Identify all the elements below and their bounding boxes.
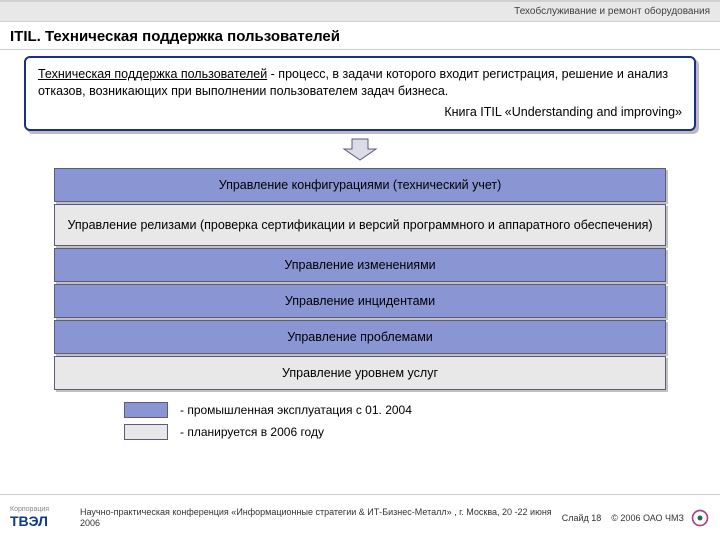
legend-text: - промышленная эксплуатация с 01. 2004 bbox=[180, 403, 412, 417]
header-category-band: Техобслуживание и ремонт оборудования bbox=[0, 0, 720, 22]
content-area: Техническая поддержка пользователей - пр… bbox=[0, 50, 720, 440]
footer-logo-small: Корпорация bbox=[10, 506, 70, 513]
process-bar: Управление инцидентами bbox=[54, 284, 666, 318]
legend-row: - планируется в 2006 году bbox=[124, 424, 666, 440]
header-category-text: Техобслуживание и ремонт оборудования bbox=[514, 6, 710, 17]
slide-title: ITIL. Техническая поддержка пользователе… bbox=[0, 22, 720, 50]
definition-book: Книга ITIL «Understanding and improving» bbox=[38, 104, 682, 121]
legend-swatch bbox=[124, 402, 168, 418]
legend: - промышленная эксплуатация с 01. 2004 - … bbox=[124, 402, 666, 440]
process-bar: Управление релизами (проверка сертификац… bbox=[54, 204, 666, 246]
footer-slide-number: Слайд 18 bbox=[562, 513, 602, 523]
footer-eye-icon bbox=[690, 508, 710, 528]
process-stack: Управление конфигурациями (технический у… bbox=[54, 168, 666, 390]
footer-conference: Научно-практическая конференция «Информа… bbox=[80, 507, 552, 529]
definition-box: Техническая поддержка пользователей - пр… bbox=[24, 56, 696, 131]
process-bar: Управление конфигурациями (технический у… bbox=[54, 168, 666, 202]
footer-copyright: © 2006 ОАО ЧМЗ bbox=[611, 513, 684, 523]
footer-logo: Корпорация ТВЭЛ bbox=[10, 506, 70, 529]
process-bar: Управление изменениями bbox=[54, 248, 666, 282]
footer: Корпорация ТВЭЛ Научно-практическая конф… bbox=[0, 494, 720, 540]
legend-text: - планируется в 2006 году bbox=[180, 425, 324, 439]
legend-row: - промышленная эксплуатация с 01. 2004 bbox=[124, 402, 666, 418]
definition-term: Техническая поддержка пользователей bbox=[38, 67, 267, 81]
process-bar: Управление проблемами bbox=[54, 320, 666, 354]
footer-logo-text: ТВЭЛ bbox=[10, 513, 48, 529]
down-arrow-icon bbox=[342, 137, 378, 161]
legend-swatch bbox=[124, 424, 168, 440]
process-bar: Управление уровнем услуг bbox=[54, 356, 666, 390]
arrow-container bbox=[24, 137, 696, 166]
